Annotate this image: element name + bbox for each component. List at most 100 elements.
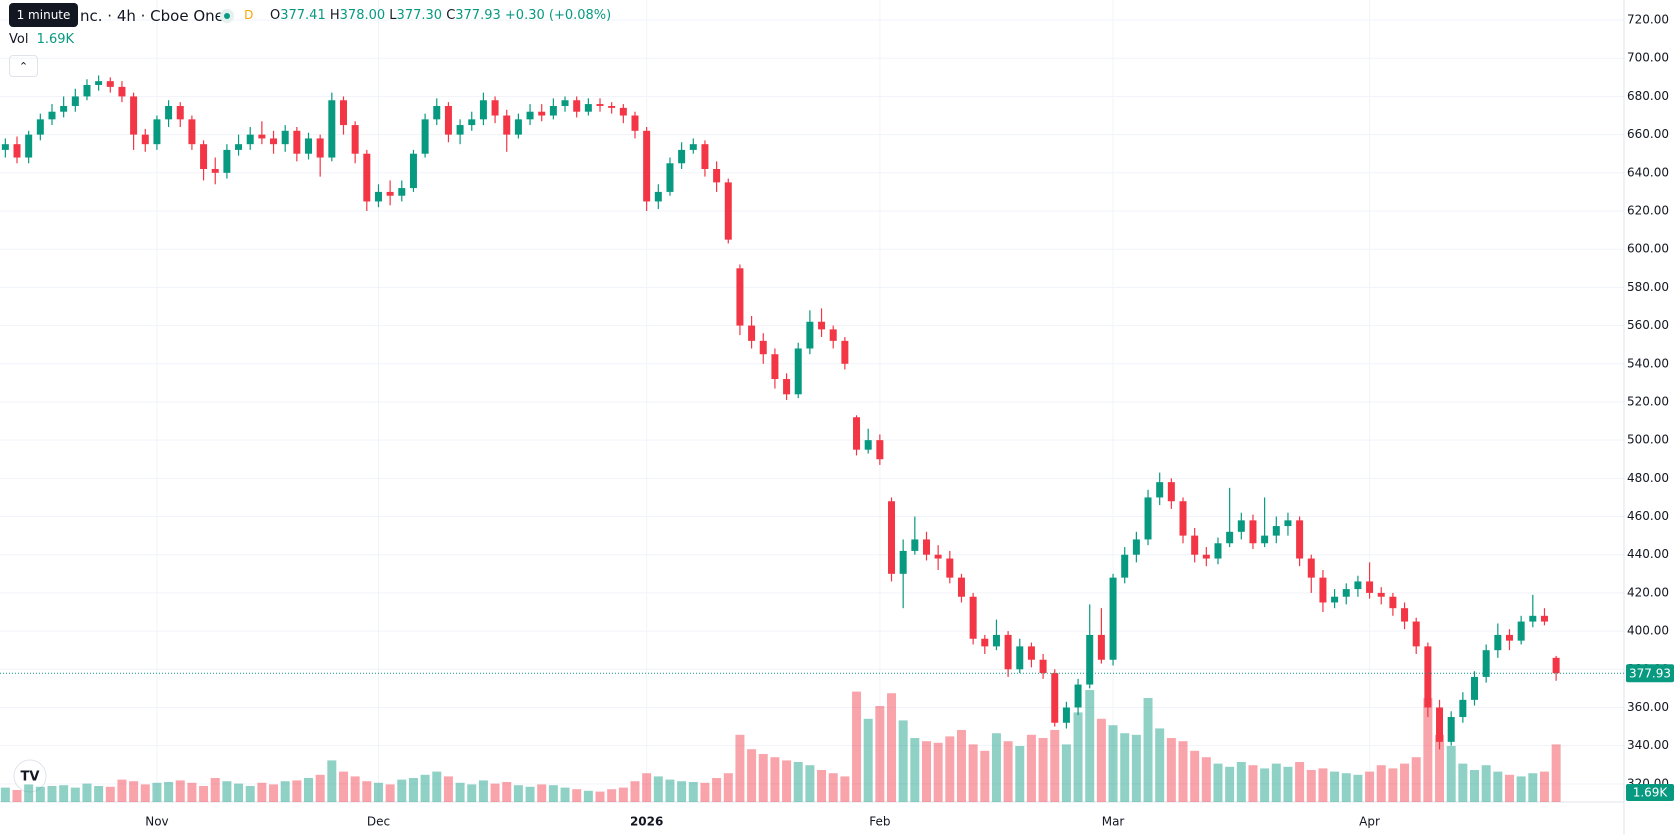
volume-bar	[245, 786, 255, 802]
candle-body	[1074, 684, 1082, 708]
volume-bar	[956, 730, 966, 802]
candle-body	[853, 417, 861, 450]
volume-bar	[1120, 733, 1130, 802]
volume-value: 1.69K	[36, 32, 75, 47]
volume-bar	[164, 782, 174, 802]
x-tick-label: Mar	[1102, 815, 1125, 829]
volume-bar	[47, 786, 57, 802]
y-tick-label: 480.00	[1627, 471, 1669, 485]
x-tick-label: Feb	[869, 815, 890, 829]
candle-body	[783, 379, 791, 395]
volume-bar	[1166, 738, 1176, 802]
volume-bar	[1190, 750, 1200, 802]
candle-body	[701, 144, 709, 169]
volume-bar	[595, 791, 605, 802]
volume-bar	[1435, 734, 1445, 802]
candle-body	[1307, 558, 1315, 578]
volume-bar	[933, 742, 943, 802]
candle-body	[689, 144, 697, 150]
candle-body	[1156, 482, 1164, 498]
grid	[0, 0, 1624, 802]
candle-body	[538, 111, 546, 116]
candle-body	[573, 100, 581, 112]
candle-body	[1016, 646, 1024, 670]
volume-bar	[758, 754, 768, 802]
volume-bar	[140, 784, 150, 802]
low-value: 377.30	[396, 8, 443, 23]
volume-bar	[1073, 712, 1083, 802]
volume-bar	[12, 790, 22, 802]
volume-bar	[688, 782, 698, 802]
volume-bar	[373, 782, 383, 802]
svg-text:TV: TV	[21, 770, 40, 785]
volume-bar	[805, 765, 815, 802]
last-volume-box	[1626, 784, 1674, 801]
volume-bar	[1458, 763, 1468, 802]
candle-body	[1132, 539, 1140, 555]
candle-body	[1249, 520, 1257, 544]
x-tick-label: Nov	[145, 815, 168, 829]
volume-bar	[467, 784, 477, 802]
y-tick-label: 400.00	[1627, 624, 1669, 638]
volume-bar	[502, 782, 512, 802]
volume-bar	[82, 783, 92, 802]
candle-body	[608, 105, 616, 108]
candle-body	[1062, 707, 1070, 723]
volume-bar	[315, 774, 325, 802]
y-tick-label: 620.00	[1627, 204, 1669, 218]
candle-body	[363, 153, 371, 202]
candle-body	[1552, 657, 1560, 674]
volume-bar	[618, 787, 628, 802]
candle-body	[1342, 589, 1350, 597]
collapse-button[interactable]: ⌃	[9, 55, 38, 77]
volume-bar	[677, 781, 687, 802]
volume-bar	[653, 776, 663, 802]
volume-bar	[1481, 765, 1491, 802]
candle-body	[211, 168, 219, 173]
candle-body	[759, 340, 767, 355]
candle-body	[176, 105, 184, 120]
volume-bar	[548, 785, 558, 802]
logo: TV	[13, 759, 47, 793]
volume-bar	[175, 780, 185, 802]
volume-bar	[1178, 741, 1188, 802]
volume-bar	[1528, 773, 1538, 802]
volume-bar	[117, 779, 127, 802]
volume-bar	[863, 718, 873, 802]
candle-body	[619, 107, 627, 116]
candle-body	[1202, 554, 1210, 559]
candle-body	[1459, 699, 1467, 718]
candle-body	[957, 577, 965, 597]
volume-bar	[1026, 734, 1036, 802]
candle-body	[1144, 497, 1152, 540]
volume-bar	[280, 781, 290, 802]
candle-body	[1027, 646, 1035, 660]
volume-bar	[70, 787, 80, 802]
candle-body	[864, 440, 872, 450]
volume-bar	[1539, 771, 1549, 802]
candle-body	[1471, 676, 1479, 700]
volume-bar	[1085, 690, 1095, 802]
candle-body	[934, 554, 942, 559]
volume-bar	[583, 790, 593, 802]
candle-body	[748, 325, 756, 341]
candle-body	[305, 138, 313, 154]
change-value: +0.30 (+0.08%)	[504, 8, 612, 23]
tooltip: 1 minute	[9, 3, 78, 27]
candle-body	[794, 348, 802, 395]
volume-bar	[1400, 763, 1410, 802]
volume-bar	[408, 778, 418, 802]
candle-body	[1424, 646, 1432, 708]
volume-bar	[94, 786, 104, 802]
candle-body	[1354, 581, 1362, 590]
y-tick-label: 600.00	[1627, 242, 1669, 256]
volume-bar	[1295, 762, 1305, 802]
candle-body	[106, 81, 114, 87]
candle-body	[71, 96, 79, 106]
volume-bar	[852, 691, 862, 802]
candle-body	[1529, 615, 1537, 622]
candle-body	[1447, 717, 1455, 742]
c-label: C	[446, 8, 456, 23]
volume-bar	[1493, 771, 1503, 802]
ohlc-legend: O377.41 H378.00 L377.30 C377.93 +0.30 (+…	[270, 8, 611, 23]
